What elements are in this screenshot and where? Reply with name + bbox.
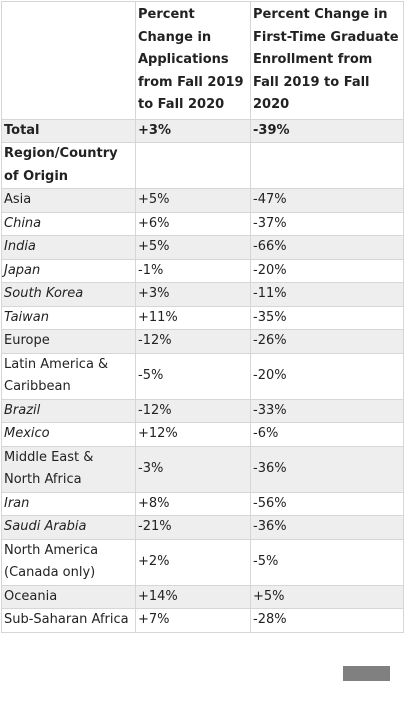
table-cell: +7%: [135, 608, 251, 633]
table-row: Oceania +14% +5%: [1, 584, 404, 609]
table-cell: India: [1, 235, 136, 260]
table-cell: Middle East & North Africa: [1, 445, 136, 493]
table-cell: Mexico: [1, 422, 136, 447]
table-cell: -12%: [135, 398, 251, 423]
table-cell: Brazil: [1, 398, 136, 423]
table-cell: -20%: [250, 352, 404, 400]
header-cell: Percent Change in First-Time Graduate En…: [250, 1, 404, 120]
table-cell: -21%: [135, 515, 251, 540]
table-cell: Europe: [1, 329, 136, 354]
table-row: Sub-Saharan Africa +7% -28%: [1, 608, 404, 633]
table-row: South Korea +3% -11%: [1, 282, 404, 307]
table-cell: [250, 142, 404, 189]
table-row: Taiwan +11% -35%: [1, 305, 404, 330]
table-cell: +3%: [135, 282, 251, 307]
table-cell: South Korea: [1, 282, 136, 307]
table-cell: -47%: [250, 188, 404, 213]
table-cell: [135, 142, 251, 189]
table-cell: -28%: [250, 608, 404, 633]
table-row: Latin America & Caribbean -5% -20%: [1, 352, 404, 400]
table-cell: -37%: [250, 211, 404, 236]
table-cell: -20%: [250, 258, 404, 283]
table-cell: Taiwan: [1, 305, 136, 330]
table-row: Europe -12% -26%: [1, 329, 404, 354]
table-cell: +6%: [135, 211, 251, 236]
table-cell: -3%: [135, 445, 251, 493]
table-cell: +5%: [135, 235, 251, 260]
table-cell: Japan: [1, 258, 136, 283]
table-cell: Latin America & Caribbean: [1, 352, 136, 400]
table-cell: North America (Canada only): [1, 538, 136, 586]
table-cell: -66%: [250, 235, 404, 260]
table-cell: Oceania: [1, 584, 136, 609]
table-row: China +6% -37%: [1, 211, 404, 236]
table-cell: China: [1, 211, 136, 236]
table-cell: -12%: [135, 329, 251, 354]
table-row: Saudi Arabia -21% -36%: [1, 515, 404, 540]
table-cell: -39%: [250, 118, 404, 143]
table-cell: Sub-Saharan Africa: [1, 608, 136, 633]
table-cell: Saudi Arabia: [1, 515, 136, 540]
table-row: North America (Canada only) +2% -5%: [1, 538, 404, 586]
table-cell: -6%: [250, 422, 404, 447]
table-cell: -5%: [250, 538, 404, 586]
table-cell: +8%: [135, 491, 251, 516]
table-cell: -36%: [250, 445, 404, 493]
table-row: Region/Country of Origin: [1, 142, 404, 189]
table-cell: +5%: [250, 584, 404, 609]
redaction-block: [343, 666, 390, 681]
table-row: India +5% -66%: [1, 235, 404, 260]
table-header: Percent Change in Applications from Fall…: [1, 1, 404, 120]
table-cell: Asia: [1, 188, 136, 213]
table-cell: -5%: [135, 352, 251, 400]
header-cell: Percent Change in Applications from Fall…: [135, 1, 251, 120]
data-table: Percent Change in Applications from Fall…: [1, 1, 404, 633]
table-cell: Iran: [1, 491, 136, 516]
table-cell: +12%: [135, 422, 251, 447]
table-row: Japan -1% -20%: [1, 258, 404, 283]
table-cell: -11%: [250, 282, 404, 307]
table-row: Iran +8% -56%: [1, 491, 404, 516]
table-row: Brazil -12% -33%: [1, 398, 404, 423]
header-cell: [1, 1, 136, 120]
table-cell: +5%: [135, 188, 251, 213]
table-cell: Total: [1, 118, 136, 143]
table-row: Asia +5% -47%: [1, 188, 404, 213]
table-cell: -1%: [135, 258, 251, 283]
table-cell: +14%: [135, 584, 251, 609]
table-cell: -56%: [250, 491, 404, 516]
table-row: Mexico +12% -6%: [1, 422, 404, 447]
table-cell: -33%: [250, 398, 404, 423]
table-row: Middle East & North Africa -3% -36%: [1, 445, 404, 493]
table-cell: Region/Country of Origin: [1, 142, 136, 189]
table-cell: -26%: [250, 329, 404, 354]
table-cell: +3%: [135, 118, 251, 143]
header-row: Percent Change in Applications from Fall…: [1, 1, 404, 120]
table-cell: +11%: [135, 305, 251, 330]
table-row: Total +3% -39%: [1, 118, 404, 143]
table-cell: -36%: [250, 515, 404, 540]
table-cell: +2%: [135, 538, 251, 586]
table-cell: -35%: [250, 305, 404, 330]
table-body: Total +3% -39% Region/Country of Origin Asia…: [1, 118, 404, 633]
